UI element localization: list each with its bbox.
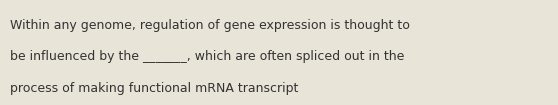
Text: Within any genome, regulation of gene expression is thought to: Within any genome, regulation of gene ex…: [10, 19, 410, 32]
Text: be influenced by the _______, which are often spliced out in the: be influenced by the _______, which are …: [10, 50, 405, 63]
Text: process of making functional mRNA transcript: process of making functional mRNA transc…: [10, 82, 299, 95]
